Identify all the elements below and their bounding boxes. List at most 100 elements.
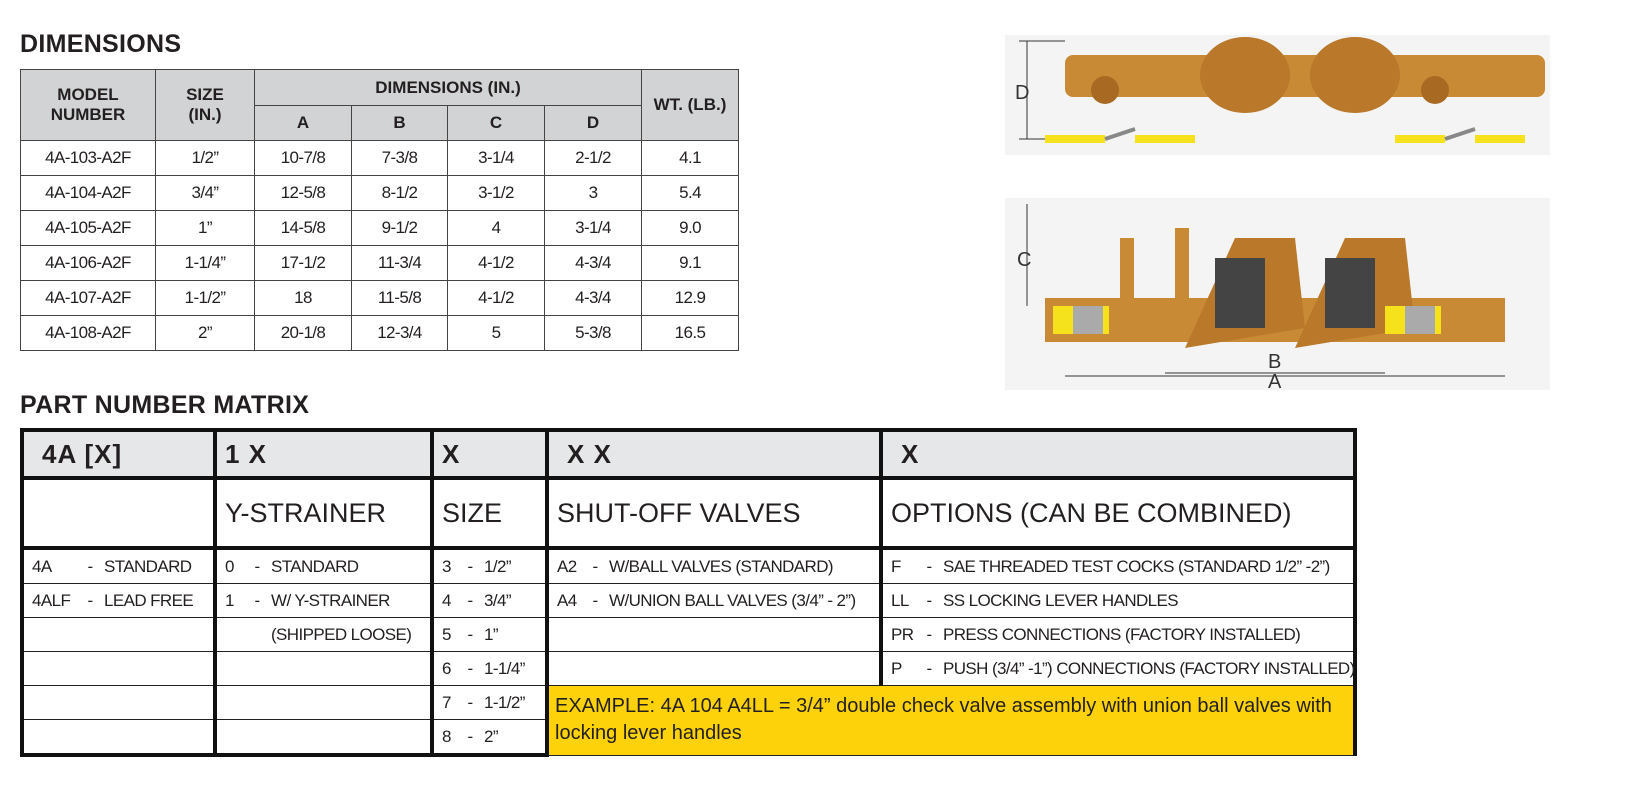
matrix-row: 6-1-1/4” P - PUSH (3/4” -1”) CONNECTIONS (F… — [20, 651, 1357, 686]
table-cell: 1” — [155, 210, 255, 246]
separator: - — [254, 556, 260, 576]
option-code: 7 — [442, 692, 451, 712]
option-code: 5 — [442, 624, 451, 644]
code-prefix: 4A [X] — [20, 428, 217, 480]
table-cell: 10-7/8 — [254, 140, 352, 176]
header-model: MODEL NUMBER — [20, 69, 156, 141]
matrix-cell: A2- W/BALL VALVES (STANDARD) — [545, 547, 883, 584]
table-cell: 1-1/2” — [155, 280, 255, 316]
matrix-cell: 0- STANDARD — [213, 547, 434, 584]
option-code: LL — [891, 590, 909, 610]
dimension-label-b: B — [1268, 351, 1281, 373]
separator: - — [592, 556, 598, 576]
matrix-cell — [20, 651, 217, 686]
option-code: 4 — [442, 590, 451, 610]
matrix-cell — [213, 651, 434, 686]
separator: - — [467, 726, 473, 746]
matrix-row: 4A - STANDARD 0- STANDARD 3-1/2” A2- W/BALL VAL… — [20, 547, 1357, 584]
separator: - — [926, 624, 932, 644]
matrix-cell — [20, 685, 217, 720]
matrix-cell: 8-2” — [430, 719, 549, 757]
title-strainer: Y-STRAINER — [213, 477, 434, 550]
option-label: (SHIPPED LOOSE) — [271, 624, 412, 644]
table-cell: 5 — [447, 315, 545, 351]
option-label: PRESS CONNECTIONS (FACTORY INSTALLED) — [943, 624, 1301, 644]
separator: - — [87, 556, 93, 576]
table-cell: 20-1/8 — [254, 315, 352, 351]
option-code: P — [891, 658, 902, 678]
title-valves: SHUT-OFF VALVES — [545, 477, 883, 550]
header-dimensions: DIMENSIONS (IN.) — [253, 69, 643, 106]
code-valves: X X — [545, 428, 883, 480]
matrix-cell: F - SAE THREADED TEST COCKS (STANDARD 1/2”… — [879, 547, 1357, 584]
option-code: 4ALF — [32, 590, 71, 610]
dimension-label-d: D — [1015, 82, 1029, 104]
table-cell: 4-1/2 — [447, 280, 545, 316]
dimension-label-a: A — [1268, 371, 1282, 390]
table-row: 4A-104-A2F 3/4” 12-5/8 8-1/2 3-1/2 3 5.4 — [20, 175, 740, 211]
table-cell: 4-3/4 — [543, 280, 643, 316]
table-cell: 3-1/4 — [447, 140, 545, 176]
matrix-cell: 4A - STANDARD — [20, 547, 217, 584]
option-label: 1-1/2” — [484, 692, 525, 712]
table-cell: 9.1 — [641, 245, 740, 281]
matrix-cell — [545, 617, 883, 652]
example-note: EXAMPLE: 4A 104 A4LL = 3/4” double check… — [545, 685, 1357, 756]
option-label: 3/4” — [484, 590, 512, 610]
table-cell: 4A-106-A2F — [20, 245, 156, 281]
valve-top-view-drawing: D — [1005, 35, 1550, 155]
code-strainer: 1 X — [213, 428, 434, 480]
option-code: A4 — [557, 590, 577, 610]
table-cell: 4 — [447, 210, 545, 246]
matrix-cell: LL - SS LOCKING LEVER HANDLES — [879, 583, 1357, 618]
matrix-cell — [213, 685, 434, 720]
table-cell: 1-1/4” — [155, 245, 255, 281]
table-cell: 4-3/4 — [543, 245, 643, 281]
table-cell: 7-3/8 — [351, 140, 448, 176]
matrix-cell: 5-1” — [430, 617, 549, 652]
option-code: 1 — [225, 590, 234, 610]
option-label: PUSH (3/4” -1”) CONNECTIONS (FACTORY INS… — [943, 658, 1355, 678]
option-code: 6 — [442, 658, 451, 678]
separator: - — [926, 658, 932, 678]
title-size: SIZE — [430, 477, 549, 550]
table-cell: 4A-103-A2F — [20, 140, 156, 176]
option-label: SAE THREADED TEST COCKS (STANDARD 1/2” -… — [943, 556, 1330, 576]
option-label: SS LOCKING LEVER HANDLES — [943, 590, 1179, 610]
option-code: 0 — [225, 556, 234, 576]
code-size: X — [430, 428, 549, 480]
part-number-matrix-title: PART NUMBER MATRIX — [20, 391, 310, 419]
separator: - — [467, 692, 473, 712]
separator: - — [592, 590, 598, 610]
separator: - — [467, 658, 473, 678]
matrix-cell: 6-1-1/4” — [430, 651, 549, 686]
table-cell: 18 — [254, 280, 352, 316]
header-weight: WT. (LB.) — [641, 69, 740, 141]
option-label: LEAD FREE — [104, 590, 194, 610]
table-cell: 4A-107-A2F — [20, 280, 156, 316]
table-cell: 11-3/4 — [351, 245, 448, 281]
matrix-row: 4ALF - LEAD FREE 1- W/ Y-STRAINER 4-3/4” A4- W/… — [20, 583, 1357, 618]
matrix-row: 8-2” — [20, 719, 1355, 757]
table-cell: 5.4 — [641, 175, 740, 211]
part-number-matrix-table: 4A [X] 1 X X X X X Y-STRAINER SIZE SHUT-… — [20, 428, 1357, 757]
matrix-cell: 1- W/ Y-STRAINER — [213, 583, 434, 618]
dimensions-title: DIMENSIONS — [20, 30, 182, 58]
header-b: B — [351, 105, 448, 141]
option-label: 1-1/4” — [484, 658, 525, 678]
header-c: C — [447, 105, 545, 141]
matrix-cell — [213, 719, 434, 757]
table-cell: 12.9 — [641, 280, 740, 316]
title-prefix — [20, 477, 217, 550]
option-label: 1” — [484, 624, 499, 644]
matrix-cell — [545, 651, 883, 686]
option-code: A2 — [557, 556, 577, 576]
table-cell: 3-1/4 — [543, 210, 643, 246]
valve-side-view-drawing: C B A — [1005, 198, 1550, 390]
table-cell: 12-5/8 — [254, 175, 352, 211]
option-label: 1/2” — [484, 556, 512, 576]
header-a: A — [254, 105, 352, 141]
table-cell: 14-5/8 — [254, 210, 352, 246]
option-label: STANDARD — [104, 556, 192, 576]
matrix-cell — [20, 719, 217, 757]
